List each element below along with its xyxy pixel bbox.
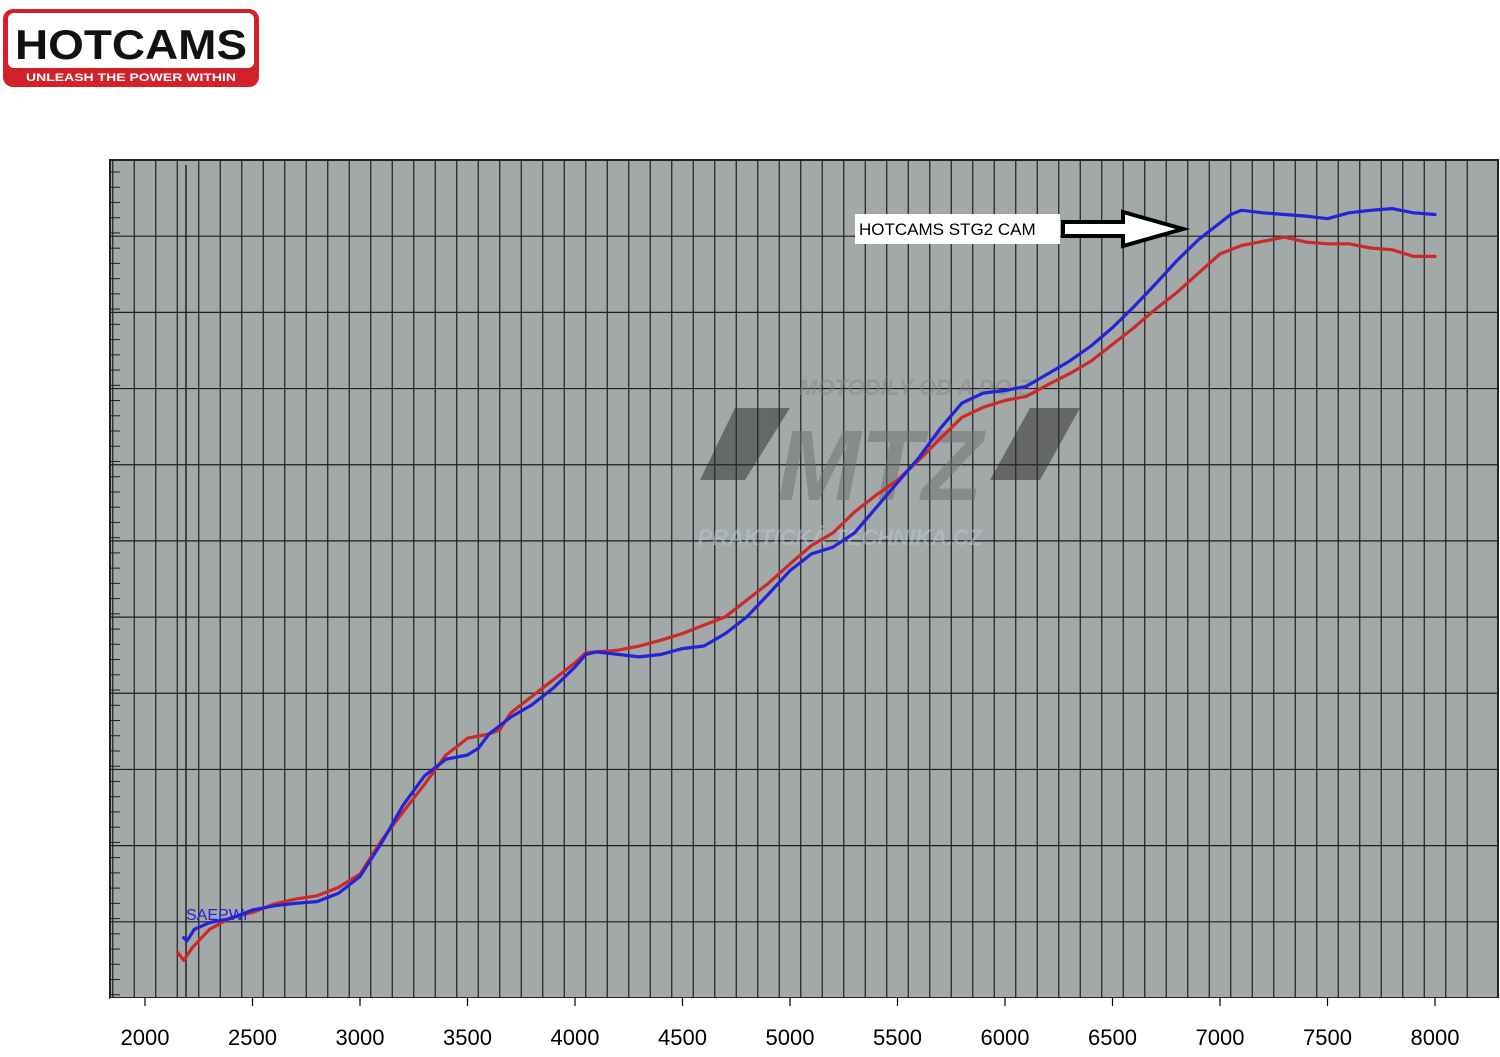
hotcams-logo: HOTCAMS UNLEASH THE POWER WITHIN xyxy=(3,9,259,87)
watermark-stripe-left xyxy=(700,408,790,480)
x-axis: 2000 2500 3000 3500 4000 4500 5000 5500 6000 6500… xyxy=(121,998,1460,1050)
x-tick-label: 8000 xyxy=(1411,1025,1460,1050)
x-tick-label: 7500 xyxy=(1303,1025,1352,1050)
watermark-stripe-right xyxy=(990,408,1080,480)
x-tick-label: 6000 xyxy=(981,1025,1030,1050)
watermark-mark: MTZ xyxy=(777,410,986,522)
x-tick-label: 4000 xyxy=(551,1025,600,1050)
x-tick-label: 2000 xyxy=(121,1025,170,1050)
logo-panel xyxy=(8,13,254,68)
x-axis-band xyxy=(110,998,1500,1057)
annotation-box xyxy=(855,214,1060,244)
x-tick-label: 2500 xyxy=(228,1025,277,1050)
annotation-text: HOTCAMS STG2 CAM xyxy=(859,220,1036,239)
grid xyxy=(110,160,1498,998)
logo-tagline: UNLEASH THE POWER WITHIN xyxy=(26,72,236,84)
watermark-top: MOTODÍLY OD A DO Z xyxy=(799,375,1032,400)
series-layer xyxy=(175,207,1437,962)
watermark-bottom: PRAKTICKÁ TECHNIKA.CZ xyxy=(698,525,984,550)
x-tick-label: 5000 xyxy=(766,1025,815,1050)
x-tick-label: 5500 xyxy=(873,1025,922,1050)
series-tag: SAEPWr xyxy=(186,907,250,924)
logo-brand: HOTCAMS xyxy=(15,21,247,68)
watermark: MOTODÍLY OD A DO Z MTZ PRAKTICKÁ TECHNIK… xyxy=(698,375,1080,550)
annotation-arrow xyxy=(1061,209,1191,249)
plot-background xyxy=(109,159,1499,999)
series-line-1 xyxy=(182,207,1437,943)
x-tick-label: 3500 xyxy=(443,1025,492,1050)
x-tick-label: 3000 xyxy=(336,1025,385,1050)
x-tick-label: 6500 xyxy=(1088,1025,1137,1050)
x-tick-label: 7000 xyxy=(1196,1025,1245,1050)
x-tick-label: 4500 xyxy=(658,1025,707,1050)
annotation: HOTCAMS STG2 CAM xyxy=(855,209,1191,249)
